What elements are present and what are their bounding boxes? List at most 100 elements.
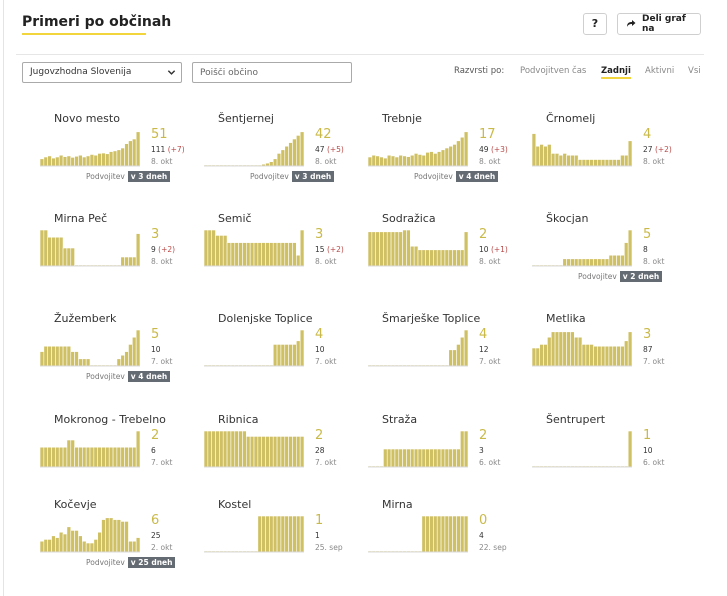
- sparkline-bar: [124, 521, 129, 553]
- sparkline-bar: [112, 150, 118, 167]
- total-count-line: 15 (+2): [315, 245, 344, 254]
- sparkline-bar: [74, 530, 79, 553]
- sparkline-bar: [47, 236, 52, 267]
- case-sparkline: [367, 329, 469, 367]
- sparkline-bar: [211, 430, 216, 468]
- municipality-card[interactable]: Sodražica 2 10 (+1) 8. okt: [367, 212, 532, 302]
- municipality-card[interactable]: Žužemberk 5 10 7. okt Podvojitev v 4 dneh: [39, 312, 204, 402]
- sparkline-bar: [456, 249, 461, 267]
- sparkline-bar: [89, 542, 95, 553]
- sparkline-bar: [554, 153, 560, 167]
- municipality-card[interactable]: Dolenjske Toplice 4 10 7. okt: [203, 312, 368, 402]
- last-update-date: 8. okt: [315, 157, 337, 166]
- sparkline-bar: [429, 515, 434, 553]
- sparkline-bar: [585, 159, 590, 167]
- sort-option-all[interactable]: Vsi: [688, 66, 701, 76]
- sparkline-bar: [570, 154, 575, 167]
- sparkline-bar: [66, 247, 72, 267]
- municipality-card[interactable]: Metlika 3 87 7. okt: [531, 312, 696, 402]
- total-count: 8: [643, 245, 648, 254]
- municipality-card[interactable]: Šmarješke Toplice 4 12 7. okt: [367, 312, 532, 402]
- sparkline-bar: [570, 258, 575, 267]
- sparkline-bar: [440, 149, 446, 167]
- sparkline-bar: [108, 446, 114, 468]
- sparkline-bar: [226, 430, 232, 468]
- sparkline-bar: [425, 515, 430, 553]
- sparkline-bar: [589, 258, 594, 267]
- sparkline-bar: [604, 345, 610, 367]
- sparkline-bar: [43, 446, 48, 468]
- latest-count: 42: [315, 127, 332, 142]
- sparkline-bar: [261, 242, 266, 267]
- sort-option-active[interactable]: Aktivni: [645, 66, 675, 76]
- latest-count: 6: [151, 513, 160, 528]
- delta-count: (+3): [490, 145, 508, 154]
- sparkline-bar: [272, 436, 278, 468]
- sparkline-bar: [120, 521, 125, 553]
- sparkline-bar: [108, 517, 114, 553]
- sparkline-bar: [406, 229, 411, 267]
- region-select[interactable]: Jugovzhodna Slovenija: [22, 62, 182, 83]
- municipality-card[interactable]: Črnomelj 4 27 (+2) 8. okt: [531, 112, 696, 202]
- total-count-line: 9 (+2): [151, 245, 175, 254]
- latest-count: 51: [151, 127, 168, 142]
- sparkline-bar: [128, 140, 133, 167]
- municipality-card[interactable]: Šentjernej 42 47 (+5) 8. okt Podvojitev v 3 d…: [203, 112, 368, 202]
- sparkline-bar: [436, 448, 442, 468]
- municipality-card[interactable]: Novo mesto 51 111 (+7) 8. okt Podvojitev v 3 …: [39, 112, 204, 202]
- sparkline-bar: [390, 448, 396, 468]
- sparkline-bar: [128, 256, 133, 267]
- sparkline-bar: [577, 159, 583, 167]
- sparkline-bar: [452, 249, 457, 267]
- last-update-date: 6. okt: [479, 458, 501, 467]
- municipality-search-input[interactable]: [192, 62, 352, 83]
- sparkline-bar: [390, 155, 396, 167]
- sparkline-bar: [386, 154, 392, 167]
- sparkline-bar: [253, 436, 259, 468]
- sparkline-bar: [132, 138, 137, 167]
- municipality-card[interactable]: Mirna Peč 3 9 (+2) 8. okt: [39, 212, 204, 302]
- chevron-down-icon: [167, 70, 176, 75]
- municipality-card[interactable]: Straža 2 3 6. okt: [367, 413, 532, 503]
- sparkline-bar: [222, 430, 228, 468]
- municipality-card[interactable]: Škocjan 5 8 8. okt Podvojitev v 2 dneh: [531, 212, 696, 302]
- sparkline-bar: [448, 448, 453, 468]
- sparkline-bar: [398, 154, 403, 167]
- sparkline-bar: [89, 154, 95, 167]
- case-sparkline: [203, 329, 305, 367]
- sparkline-bar: [93, 446, 98, 468]
- sparkline-bar: [562, 258, 567, 267]
- sparkline-bar: [203, 430, 209, 468]
- municipality-card[interactable]: Mokronog - Trebelno 2 6 7. okt: [39, 413, 204, 503]
- sparkline-bar: [292, 436, 297, 468]
- municipality-card[interactable]: Šentrupert 1 10 6. okt: [531, 413, 696, 503]
- help-button[interactable]: ?: [583, 13, 607, 35]
- municipality-name: Šentrupert: [546, 413, 606, 426]
- last-update-date: 7. okt: [315, 458, 337, 467]
- municipality-card[interactable]: Kočevje 6 25 2. okt Podvojitev v 25 dneh: [39, 498, 204, 588]
- sparkline-bar: [460, 515, 465, 553]
- sparkline-bar: [280, 242, 286, 267]
- sparkline-bar: [460, 336, 465, 367]
- doubling-time: Podvojitev v 3 dneh: [250, 171, 335, 182]
- sort-option-latest[interactable]: Zadnji: [601, 66, 631, 79]
- share-button[interactable]: Deli graf na: [617, 13, 701, 35]
- sparkline-bar: [116, 446, 122, 468]
- sparkline-bar: [135, 233, 141, 267]
- municipality-card[interactable]: Semič 3 15 (+2) 8. okt: [203, 212, 368, 302]
- municipality-name: Črnomelj: [546, 112, 596, 125]
- sparkline-bar: [66, 345, 72, 367]
- municipality-card[interactable]: Trebnje 17 49 (+3) 8. okt Podvojitev v 4 dneh: [367, 112, 532, 202]
- municipality-card[interactable]: Kostel 1 1 25. sep: [203, 498, 368, 588]
- sparkline-bar: [600, 345, 606, 367]
- sparkline-bar: [627, 229, 633, 267]
- sparkline-bar: [234, 242, 239, 267]
- case-sparkline: [531, 229, 633, 267]
- doubling-badge: v 3 dneh: [127, 171, 171, 182]
- total-count: 47: [315, 145, 325, 154]
- sparkline-bar: [55, 345, 60, 367]
- municipality-card[interactable]: Ribnica 2 28 7. okt: [203, 413, 368, 503]
- sort-option-doubling[interactable]: Podvojitven čas: [520, 66, 587, 76]
- municipality-card[interactable]: Mirna 0 4 22. sep: [367, 498, 532, 588]
- municipality-name: Mirna: [382, 498, 413, 511]
